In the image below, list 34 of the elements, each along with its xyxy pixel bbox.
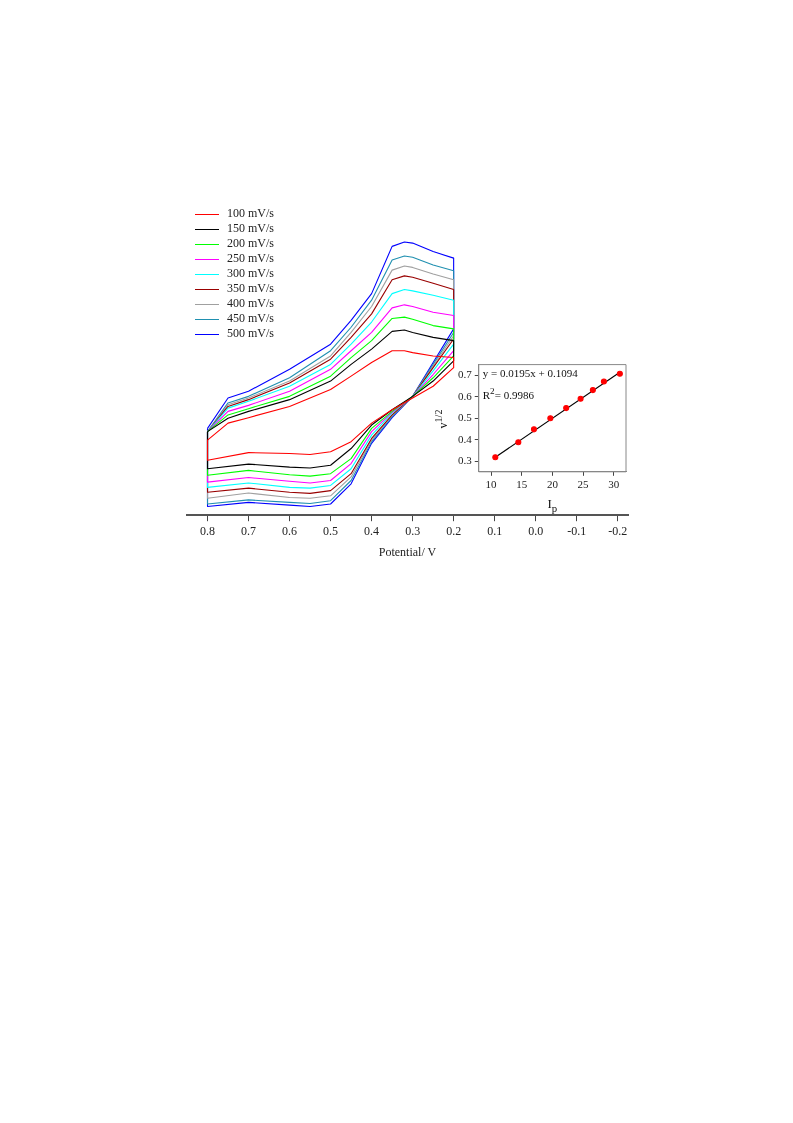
y-tick-label: 0.7 xyxy=(458,368,473,381)
legend-label: 400 mV/s xyxy=(226,296,275,311)
legend-label: 450 mV/s xyxy=(226,311,275,326)
x-tick-label: 0.6 xyxy=(282,523,298,538)
x-tick-label: -0.2 xyxy=(608,523,628,538)
y-tick-label: 0.4 xyxy=(458,432,473,445)
x-tick-label: 0.3 xyxy=(405,523,421,538)
annotation: R$^{2}$= 0.9986 xyxy=(482,385,534,401)
legend-label: 100 mV/s xyxy=(226,206,275,221)
y-tick-label: 0.3 xyxy=(458,453,473,466)
y-tick-label: 0.6 xyxy=(458,389,473,402)
annotation: y = 0.0195x + 0.1094 xyxy=(482,366,578,379)
y-tick-label: 0.5 xyxy=(458,411,473,424)
x-tick-label: 20 xyxy=(546,478,559,491)
x-tick-label: 0.1 xyxy=(487,523,503,538)
legend-label: 500 mV/s xyxy=(226,326,275,341)
x-tick-label: 0.4 xyxy=(364,523,380,538)
legend-label: 150 mV/s xyxy=(226,221,275,236)
x-axis-title: I$_{p}$ xyxy=(547,496,558,514)
x-tick-label: 0.8 xyxy=(200,523,216,538)
x-tick-label: 25 xyxy=(577,478,590,491)
x-tick-label: 0.7 xyxy=(241,523,257,538)
x-tick-label: 0.2 xyxy=(446,523,462,538)
x-tick-label: 10 xyxy=(485,478,498,491)
legend-label: 250 mV/s xyxy=(226,251,275,266)
legend-label: 200 mV/s xyxy=(226,236,275,251)
x-tick-label: 30 xyxy=(608,478,620,491)
legend-label: 300 mV/s xyxy=(226,266,275,281)
x-tick-label: 0.0 xyxy=(528,523,544,538)
x-axis-title: Potential/ V xyxy=(378,544,437,559)
x-tick-label: 15 xyxy=(516,478,528,491)
x-tick-label: -0.1 xyxy=(567,523,587,538)
legend-label: 350 mV/s xyxy=(226,281,275,296)
x-tick-label: 0.5 xyxy=(323,523,339,538)
